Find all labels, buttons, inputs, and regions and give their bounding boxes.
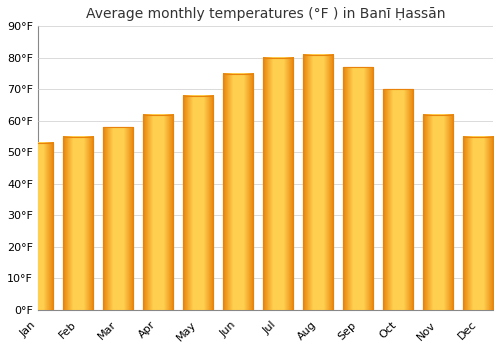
- Bar: [183, 96, 213, 310]
- Bar: [103, 127, 133, 310]
- Bar: [383, 89, 413, 310]
- Bar: [23, 143, 53, 310]
- Bar: [303, 55, 333, 310]
- Bar: [383, 89, 413, 310]
- Bar: [423, 114, 453, 310]
- Bar: [63, 136, 93, 310]
- Bar: [343, 67, 373, 310]
- Bar: [143, 114, 173, 310]
- Bar: [23, 143, 53, 310]
- Bar: [263, 58, 293, 310]
- Bar: [63, 136, 93, 310]
- Bar: [303, 55, 333, 310]
- Bar: [343, 67, 373, 310]
- Bar: [223, 74, 253, 310]
- Bar: [423, 114, 453, 310]
- Title: Average monthly temperatures (°F ) in Banī Ḥassān: Average monthly temperatures (°F ) in Ba…: [86, 7, 445, 21]
- Bar: [183, 96, 213, 310]
- Bar: [463, 136, 493, 310]
- Bar: [143, 114, 173, 310]
- Bar: [103, 127, 133, 310]
- Bar: [463, 136, 493, 310]
- Bar: [223, 74, 253, 310]
- Bar: [263, 58, 293, 310]
